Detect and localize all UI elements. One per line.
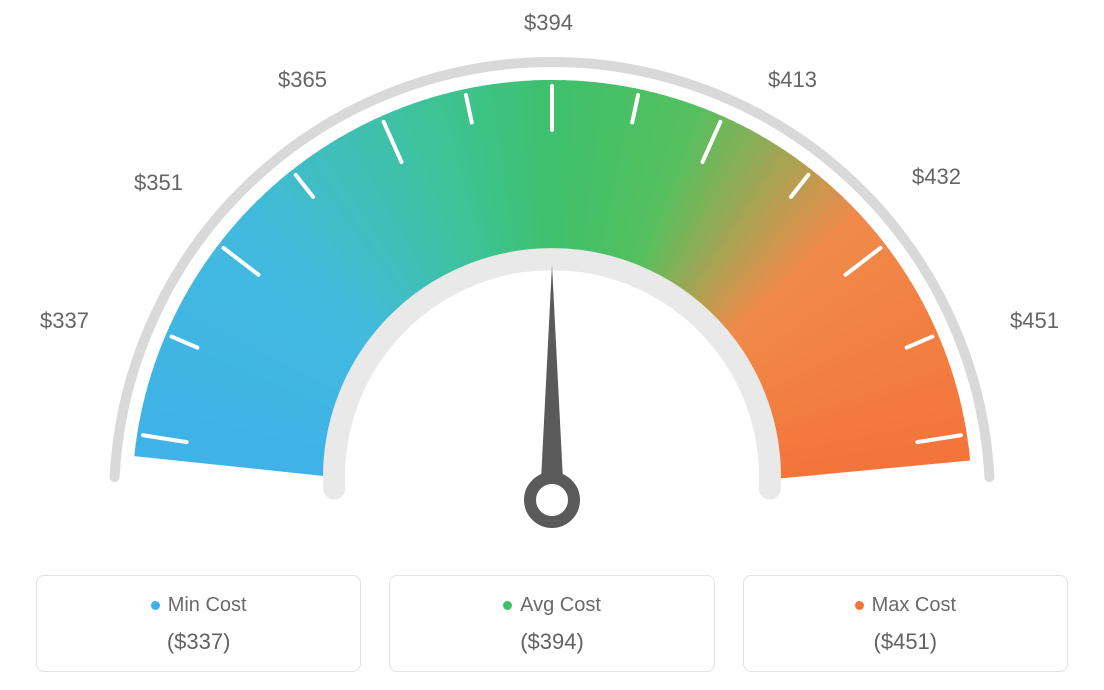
legend-card-avg: Avg Cost ($394) [389,575,714,672]
legend-title-min: Min Cost [151,594,247,617]
cost-gauge: $337 $351 $365 $394 $413 $432 $451 [0,0,1104,560]
legend-title-avg: Avg Cost [503,594,601,617]
legend-row: Min Cost ($337) Avg Cost ($394) Max Cost… [0,575,1104,672]
legend-dot-avg [503,601,512,610]
gauge-tick-label: $432 [912,164,961,190]
legend-card-min: Min Cost ($337) [36,575,361,672]
gauge-tick-label: $337 [40,308,89,334]
gauge-tick-label: $365 [278,67,327,93]
legend-label-avg: Avg Cost [520,594,601,617]
legend-value-max: ($451) [754,629,1057,655]
legend-label-min: Min Cost [168,594,247,617]
gauge-tick-label: $413 [768,67,817,93]
legend-card-max: Max Cost ($451) [743,575,1068,672]
gauge-tick-label: $451 [1010,308,1059,334]
legend-label-max: Max Cost [872,594,956,617]
legend-dot-min [151,601,160,610]
gauge-tick-label: $394 [524,10,573,36]
legend-value-min: ($337) [47,629,350,655]
legend-value-avg: ($394) [400,629,703,655]
legend-dot-max [855,601,864,610]
gauge-tick-label: $351 [134,170,183,196]
gauge-svg [72,40,1032,590]
legend-title-max: Max Cost [855,594,956,617]
